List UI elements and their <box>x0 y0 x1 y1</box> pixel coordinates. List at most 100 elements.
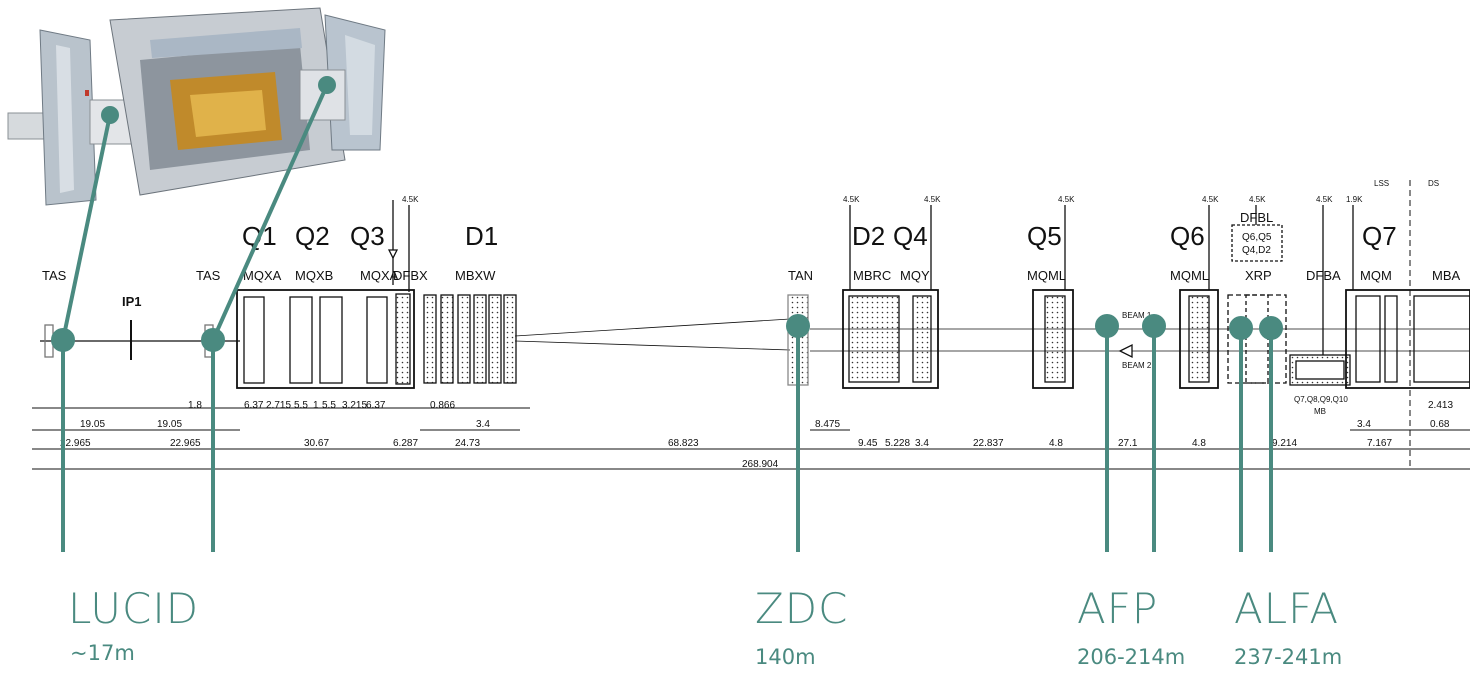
dim-row2-0: 22.965 <box>60 438 91 449</box>
label-dfbl: DFBL <box>1240 210 1273 225</box>
label-tas-right: TAS <box>196 268 221 283</box>
label-lss: LSS <box>1374 179 1389 188</box>
afp-marker-2 <box>1142 314 1166 338</box>
dim-row2-12: 27.1 <box>1118 438 1138 449</box>
dim-row2-6: 8.475 <box>815 419 840 430</box>
label-tas-left: TAS <box>42 268 67 283</box>
dim-row2-13: 4.8 <box>1192 438 1206 449</box>
dim-row2-4: 24.73 <box>455 438 480 449</box>
magnet-labels: Q1 Q2 Q3 D1 D2 Q4 Q5 Q6 Q7 <box>242 221 1397 251</box>
temp-dfba: 4.5K <box>1316 195 1333 204</box>
dim-row1-11: 3.4 <box>476 419 490 430</box>
label-mqxa-1: MQXA <box>243 268 282 283</box>
label-mqy: MQY <box>900 268 930 283</box>
components <box>44 180 1470 470</box>
component-labels: TAS IP1 TAS MQXA MQXB MQXA DFBX MBXW TAN… <box>42 179 1461 416</box>
label-tan: TAN <box>788 268 813 283</box>
beam-lines <box>40 318 1470 352</box>
dim-row2-5: 68.823 <box>668 438 699 449</box>
dim-row1-3: 6.37 <box>244 400 264 411</box>
dim-row1-7: 5.5 <box>322 400 336 411</box>
lucid-atlas-marker-right <box>318 76 336 94</box>
alfa-marker-2 <box>1259 316 1283 340</box>
detector-name-zdc: ZDC <box>755 584 849 633</box>
detector-distance-zdc: 140m <box>755 645 816 669</box>
label-mqxb: MQXB <box>295 268 333 283</box>
detector-markers <box>51 76 1283 552</box>
dim-row1-2: 1.8 <box>188 400 202 411</box>
temp-q4: 4.5K <box>924 195 941 204</box>
dim-row2-8: 5.228 <box>885 438 910 449</box>
magnet-d2: D2 <box>852 221 885 251</box>
dim-row1-9: 6.37 <box>366 400 386 411</box>
label-dfbx: DFBX <box>393 268 428 283</box>
alfa-marker-1 <box>1229 316 1253 340</box>
label-mqml-1: MQML <box>1027 268 1066 283</box>
detector-distance-lucid: ~17m <box>70 641 135 665</box>
dim-row2-10: 22.837 <box>973 438 1004 449</box>
label-mbxw: MBXW <box>455 268 496 283</box>
label-beam1: BEAM 1 <box>1122 311 1152 320</box>
temp-dfbx: 4.5K <box>402 195 419 204</box>
dim-row1-13: 2.413 <box>1428 400 1453 411</box>
detector-name-lucid: LUCID <box>68 584 200 633</box>
label-xrp: XRP <box>1245 268 1272 283</box>
temp-q5: 4.5K <box>1058 195 1075 204</box>
dim-row1-4: 2.715 <box>266 400 291 411</box>
dim-row2-2: 30.67 <box>304 438 329 449</box>
afp-marker-1 <box>1095 314 1119 338</box>
detector-name-alfa: ALFA <box>1234 584 1340 633</box>
label-dfbl-q4d2: Q4,D2 <box>1242 245 1271 256</box>
dim-row2-16: 0.68 <box>1430 419 1450 430</box>
atlas-detector-illustration <box>7 7 386 206</box>
dim-row2-1: 22.965 <box>170 438 201 449</box>
label-mb-list: Q7,Q8,Q9,Q10 <box>1294 395 1348 404</box>
zdc-marker <box>786 314 810 338</box>
dim-row2-15: 7.167 <box>1367 438 1392 449</box>
dim-row2-9: 3.4 <box>915 438 929 449</box>
label-mqm: MQM <box>1360 268 1392 283</box>
dim-row1-5: 5.5 <box>294 400 308 411</box>
temp-d2: 4.5K <box>843 195 860 204</box>
dim-row1-10: 0.866 <box>430 400 455 411</box>
detector-name-afp: AFP <box>1077 584 1159 633</box>
dim-row2-14: 9.214 <box>1272 438 1297 449</box>
label-ip1: IP1 <box>122 294 142 309</box>
lucid-marker-left <box>51 328 75 352</box>
magnet-d1: D1 <box>465 221 498 251</box>
dim-total: 268.904 <box>742 459 779 470</box>
dim-row2-7: 9.45 <box>858 438 878 449</box>
label-mb: MB <box>1314 407 1326 416</box>
detector-distance-alfa: 237-241m <box>1234 645 1343 669</box>
magnet-q3: Q3 <box>350 221 385 251</box>
dimension-lines <box>32 407 1470 470</box>
detector-distance-afp: 206-214m <box>1077 645 1186 669</box>
label-ds: DS <box>1428 179 1439 188</box>
lucid-atlas-marker-left <box>101 106 119 124</box>
label-beam2: BEAM 2 <box>1122 361 1152 370</box>
temperature-labels: 4.5K 4.5K 4.5K 4.5K 4.5K 4.5K 4.5K 1.9K <box>402 195 1363 204</box>
magnet-q4: Q4 <box>893 221 928 251</box>
label-mbrc: MBRC <box>853 268 891 283</box>
label-mba: MBA <box>1432 268 1461 283</box>
magnet-q7: Q7 <box>1362 221 1397 251</box>
dim-row2-3: 6.287 <box>393 438 418 449</box>
dim-row1-0: 19.05 <box>80 419 105 430</box>
label-mqml-2: MQML <box>1170 268 1209 283</box>
dim-row1-12: 3.4 <box>1357 419 1371 430</box>
temp-dfbl: 4.5K <box>1249 195 1266 204</box>
temp-q7: 1.9K <box>1346 195 1363 204</box>
dim-row1-6: 1 <box>313 400 319 411</box>
dim-row1-1: 19.05 <box>157 419 182 430</box>
cryo-feeds <box>387 200 1354 355</box>
label-dfbl-q6q5: Q6,Q5 <box>1242 232 1272 243</box>
dimension-values: 19.05 19.05 1.8 6.37 2.715 5.5 1 5.5 3.2… <box>60 400 1453 470</box>
lucid-marker-right <box>201 328 225 352</box>
temp-q6: 4.5K <box>1202 195 1219 204</box>
magnet-q2: Q2 <box>295 221 330 251</box>
label-mqxa-2: MQXA <box>360 268 399 283</box>
magnet-q5: Q5 <box>1027 221 1062 251</box>
dim-row2-11: 4.8 <box>1049 438 1063 449</box>
label-dfba: DFBA <box>1306 268 1341 283</box>
